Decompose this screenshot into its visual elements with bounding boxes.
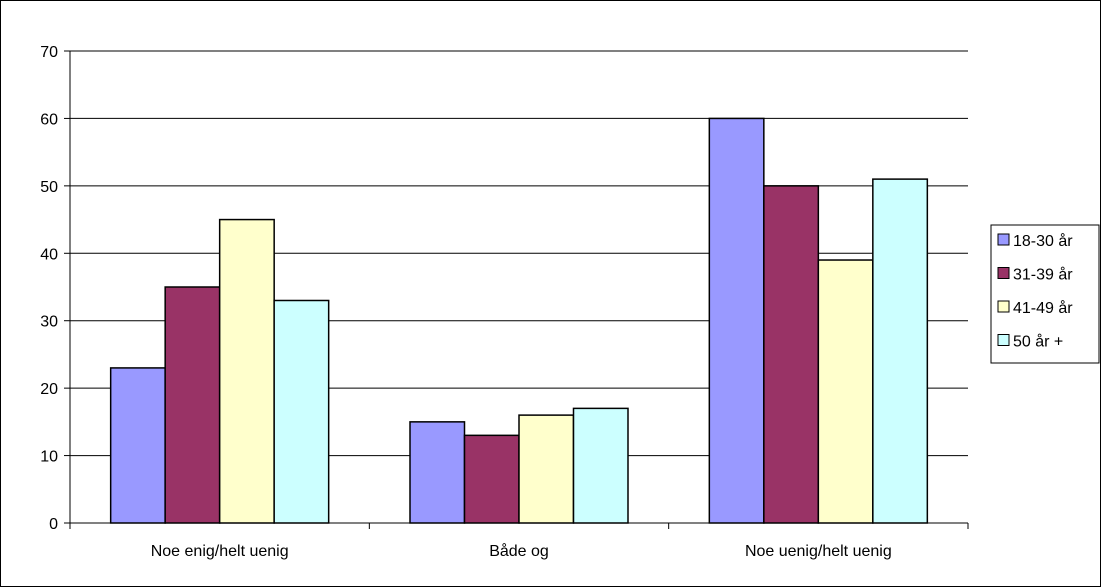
legend: 18-30 år 31-39 år 41-49 år 50 år +: [990, 224, 1100, 364]
legend-swatch: [997, 267, 1010, 279]
axes: 0 10 20 30 40 50 60 70 Noe enig/helt uenig Både o…: [40, 44, 969, 560]
y-tick-label: 30: [40, 314, 58, 331]
bar-41-49-r-1: [518, 414, 575, 524]
legend-label: 18-30 år: [1013, 232, 1073, 250]
x-category-label: Noe uenig/helt uenig: [745, 543, 892, 560]
x-category-label: Noe enig/helt uenig: [151, 543, 289, 560]
y-tick-label: 0: [49, 516, 58, 533]
bar-18-30-r-1: [409, 421, 466, 524]
y-tick-label: 50: [40, 179, 58, 196]
y-tick-label: 70: [40, 44, 58, 61]
legend-swatch: [997, 233, 1010, 246]
bar-50-r--0: [273, 299, 330, 524]
y-tick-label: 20: [40, 381, 58, 398]
x-category-label: Både og: [489, 542, 549, 560]
bar-41-49-r-2: [817, 259, 874, 524]
bar-50-r--2: [872, 178, 929, 524]
legend-label: 41-49 år: [1013, 299, 1073, 317]
legend-swatch: [997, 300, 1010, 313]
legend-label: 50 år +: [1013, 333, 1063, 351]
bar-50-r--1: [572, 407, 629, 524]
bar-31-39-r-0: [164, 286, 221, 524]
legend-swatch: [997, 334, 1010, 346]
legend-label: 31-39 år: [1013, 266, 1073, 284]
bar-31-39-r-2: [763, 185, 820, 524]
bar-18-30-r-2: [708, 117, 765, 524]
bar-31-39-r-1: [463, 434, 520, 524]
y-tick-label: 60: [40, 111, 58, 128]
y-tick-label: 40: [40, 246, 58, 263]
bar-18-30-r-0: [109, 367, 166, 524]
bar-41-49-r-0: [218, 218, 275, 524]
y-tick-label: 10: [40, 449, 58, 466]
bars: [109, 117, 929, 524]
